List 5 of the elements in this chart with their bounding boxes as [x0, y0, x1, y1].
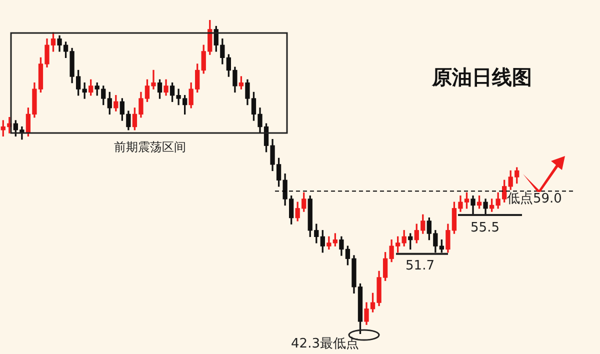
text: 原油日线图	[432, 64, 532, 91]
annotation: 前期震荡区间	[114, 140, 186, 154]
annotation: 低点59.0	[507, 191, 562, 206]
annotation: 51.7	[406, 258, 434, 274]
annotation: 55.5	[470, 220, 500, 236]
